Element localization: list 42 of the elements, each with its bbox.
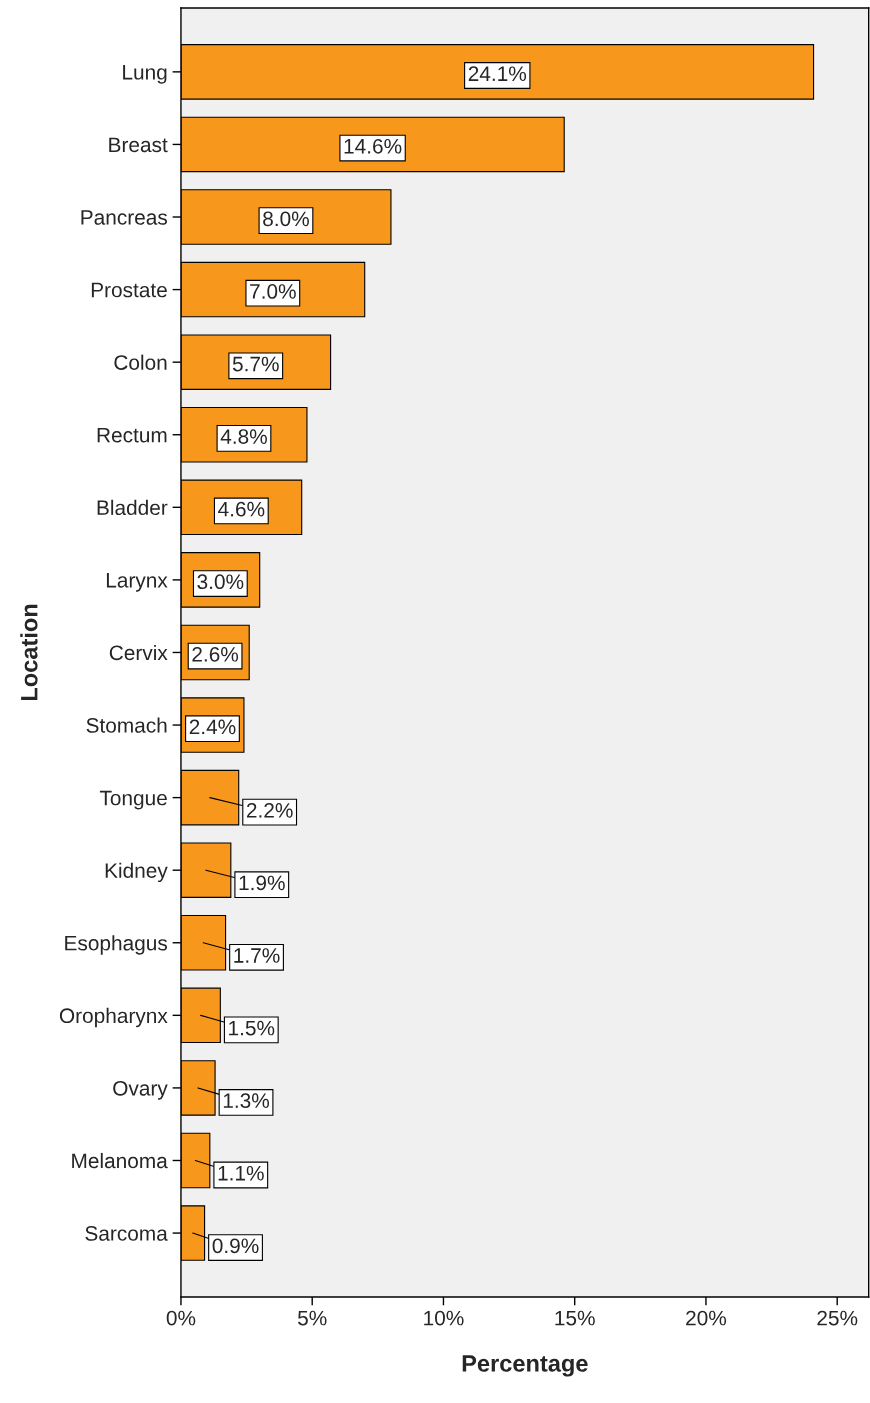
data-label: 1.7%: [234, 948, 280, 963]
data-label: 5.7%: [232, 356, 279, 372]
x-tick-label: 10%: [424, 1310, 464, 1326]
x-tick-label: 5%: [297, 1310, 327, 1326]
x-tick-label: 20%: [686, 1310, 727, 1326]
x-tick-label: 15%: [555, 1310, 595, 1326]
data-label: 1.9%: [239, 875, 285, 891]
y-tick-label: Larynx: [106, 573, 168, 592]
data-label: 1.3%: [223, 1093, 270, 1109]
y-tick-label: Rectum: [97, 427, 167, 443]
y-tick-label: Oropharynx: [59, 1007, 168, 1028]
data-label: 2.6%: [192, 646, 239, 662]
y-tick-label: Stomach: [86, 717, 167, 733]
data-label: 2.4%: [189, 719, 236, 735]
y-tick-label: Sarcoma: [85, 1226, 168, 1241]
data-label: 2.2%: [246, 802, 293, 818]
data-label: 14.6%: [344, 138, 402, 154]
data-label: 4.8%: [220, 429, 267, 444]
y-tick-label: Ovary: [113, 1080, 168, 1100]
data-label: 3.0%: [197, 574, 244, 590]
data-label: 8.0%: [263, 211, 309, 227]
y-tick-label: Bladder: [97, 499, 168, 516]
y-tick-label: Pancreas: [81, 210, 168, 225]
data-label: 0.9%: [212, 1238, 259, 1254]
y-tick-label: Esophagus: [65, 935, 168, 955]
y-tick-label: Kidney: [105, 862, 168, 883]
y-tick-label: Cervix: [109, 644, 168, 661]
data-label: 4.6%: [218, 501, 265, 517]
y-tick-label: Colon: [114, 354, 167, 370]
y-tick-label: Lung: [123, 65, 167, 84]
y-axis-title: Location: [20, 604, 38, 701]
data-label: 7.0%: [250, 284, 296, 299]
data-label: 1.5%: [229, 1020, 275, 1036]
x-tick-label: 25%: [817, 1310, 858, 1326]
x-axis-title: Percentage: [462, 1355, 588, 1377]
data-label: 1.1%: [218, 1165, 264, 1181]
data-label: 24.1%: [468, 66, 527, 81]
x-tick-label: 0%: [166, 1310, 196, 1326]
y-tick-label: Prostate: [91, 282, 167, 298]
y-tick-label: Melanoma: [72, 1152, 168, 1169]
y-tick-label: Tongue: [99, 790, 167, 810]
y-tick-label: Breast: [109, 137, 168, 153]
